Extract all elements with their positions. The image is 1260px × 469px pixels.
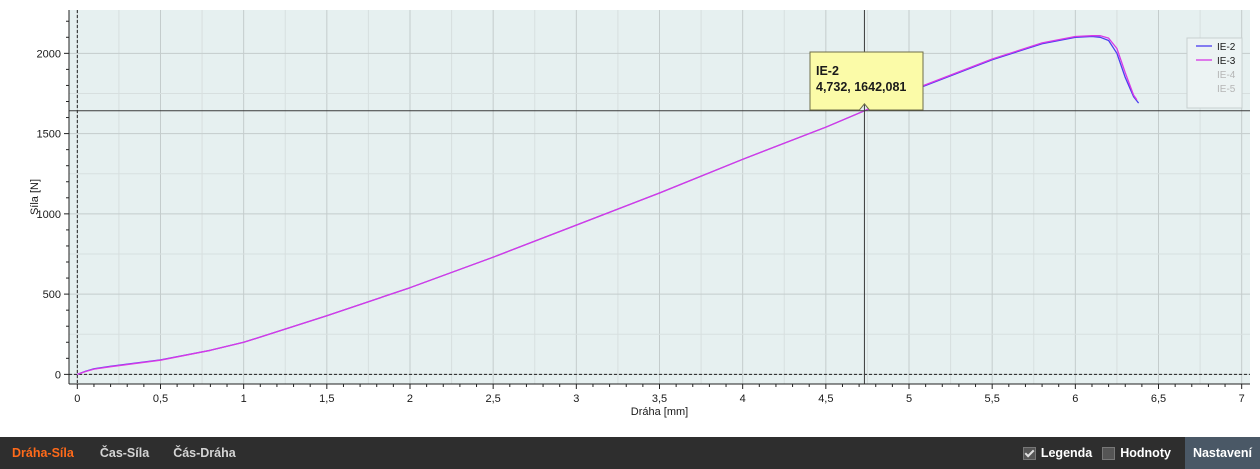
value-tooltip: IE-2 4,732, 1642,081	[809, 51, 924, 111]
y-tick-label: 1000	[37, 209, 61, 221]
y-tick-label: 500	[43, 289, 61, 301]
legend-entry-ie-4[interactable]: IE-4	[1217, 70, 1236, 81]
x-tick-label: 0,5	[153, 393, 168, 405]
legend-entry-ie-2[interactable]: IE-2	[1217, 42, 1236, 53]
legend-checkbox-box[interactable]	[1022, 446, 1036, 460]
values-checkbox-box[interactable]	[1102, 446, 1116, 460]
x-tick-label: 5,5	[985, 393, 1000, 405]
legend-box	[1186, 37, 1243, 109]
legend-checkbox-label: Legenda	[1040, 446, 1093, 460]
x-tick-label: 4,5	[818, 393, 833, 405]
x-tick-label: 2	[407, 393, 413, 405]
x-tick-label: 2,5	[486, 393, 501, 405]
x-tick-label: 3,5	[652, 393, 667, 405]
legend[interactable]: IE-2 IE-3 IE-4 IE-5	[1186, 37, 1243, 109]
legend-checkbox[interactable]: Legenda	[1022, 446, 1093, 460]
x-tick-label: 0	[74, 393, 80, 405]
y-tick-label: 2000	[37, 48, 61, 60]
x-tick-label: 6,5	[1151, 393, 1166, 405]
tooltip-value: 4,732, 1642,081	[816, 80, 906, 94]
force-displacement-chart[interactable]: 0 0,5 1 1,5 2 2,5 3 3,5 4 4,5 5 5,5 6 6,5 7 0 500 1000 15…	[0, 0, 1260, 437]
values-checkbox[interactable]: Hodnoty	[1102, 446, 1171, 460]
grid-lines	[69, 10, 1250, 384]
x-axis-title: Dráha [mm]	[631, 406, 688, 418]
x-tick-label: 7	[1239, 393, 1245, 405]
x-tick-label: 4	[740, 393, 746, 405]
tab-draha-sila[interactable]: Dráha-Síla	[12, 446, 74, 460]
y-tick-label: 1500	[37, 129, 61, 141]
tab-cas-draha[interactable]: Čás-Dráha	[173, 446, 236, 460]
legend-entry-ie-5[interactable]: IE-5	[1217, 84, 1236, 95]
y-axis-title: Síla [N]	[29, 179, 41, 215]
settings-button[interactable]: Nastavení	[1184, 437, 1260, 469]
values-checkbox-label: Hodnoty	[1120, 446, 1171, 460]
x-tick-label: 1,5	[319, 393, 334, 405]
y-tick-label: 0	[55, 369, 61, 381]
series-line-ie-3[interactable]	[77, 35, 1138, 376]
axes	[64, 10, 1250, 389]
series-lines	[77, 35, 1140, 376]
x-tick-labels: 0 0,5 1 1,5 2 2,5 3 3,5 4 4,5 5 5,5 6 6,5 7	[74, 393, 1244, 405]
x-tick-label: 6	[1072, 393, 1078, 405]
x-tick-label: 3	[573, 393, 579, 405]
tooltip-box	[809, 51, 924, 111]
tooltip-series-name: IE-2	[816, 64, 839, 78]
legend-entry-ie-3[interactable]: IE-3	[1217, 56, 1236, 67]
y-tick-labels: 0 500 1000 1500 2000	[37, 48, 61, 381]
bottom-toolbar: Dráha-Síla Čas-Síla Čás-Dráha Legenda Ho…	[0, 437, 1260, 469]
zero-reference-lines	[69, 10, 1250, 384]
tab-cas-sila[interactable]: Čas-Síla	[99, 446, 150, 460]
x-tick-label: 5	[906, 393, 912, 405]
x-tick-label: 1	[241, 393, 247, 405]
